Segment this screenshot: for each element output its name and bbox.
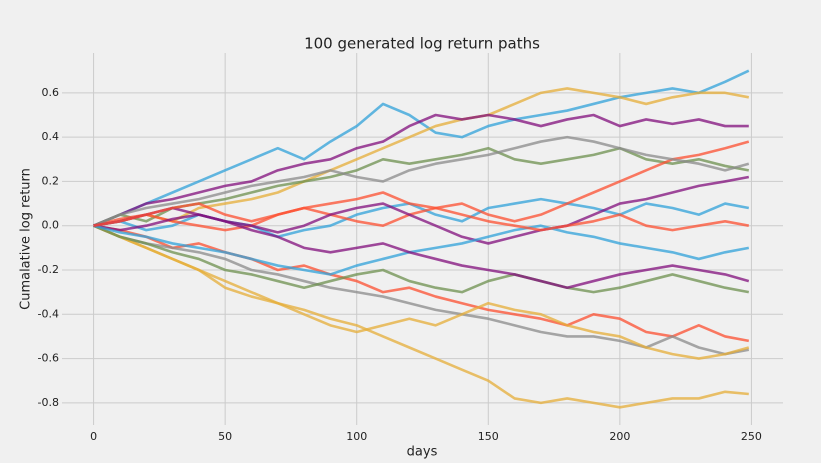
x-tick-label: 0 bbox=[90, 430, 97, 443]
x-tick-label: 150 bbox=[478, 430, 499, 443]
x-tick-label: 100 bbox=[346, 430, 367, 443]
return-path bbox=[93, 224, 750, 276]
x-tick-label: 250 bbox=[741, 430, 762, 443]
return-path bbox=[93, 87, 750, 227]
return-path bbox=[93, 206, 750, 290]
x-axis-label: days bbox=[407, 445, 438, 460]
return-path bbox=[93, 191, 750, 232]
return-path bbox=[93, 224, 750, 294]
y-tick-label: -0.4 bbox=[38, 307, 59, 320]
return-path bbox=[93, 69, 750, 227]
y-tick-label: 0.0 bbox=[42, 219, 60, 232]
y-tick-label: 0.4 bbox=[42, 130, 60, 143]
return-path bbox=[93, 146, 750, 227]
y-tick-label: 0.6 bbox=[42, 86, 60, 99]
y-axis-label: Cumalative log return bbox=[19, 168, 34, 310]
return-path bbox=[93, 224, 750, 360]
return-path bbox=[93, 140, 750, 232]
y-tick-label: 0.2 bbox=[42, 174, 60, 187]
y-tick-label: -0.6 bbox=[38, 352, 59, 365]
y-tick-label: -0.8 bbox=[38, 396, 59, 409]
return-path bbox=[93, 113, 749, 227]
x-tick-label: 50 bbox=[218, 430, 232, 443]
return-path bbox=[93, 224, 750, 343]
y-tick-label: -0.2 bbox=[38, 263, 59, 276]
x-tick-label: 200 bbox=[609, 430, 630, 443]
chart-title: 100 generated log return paths bbox=[304, 35, 540, 53]
return-path bbox=[93, 135, 750, 227]
